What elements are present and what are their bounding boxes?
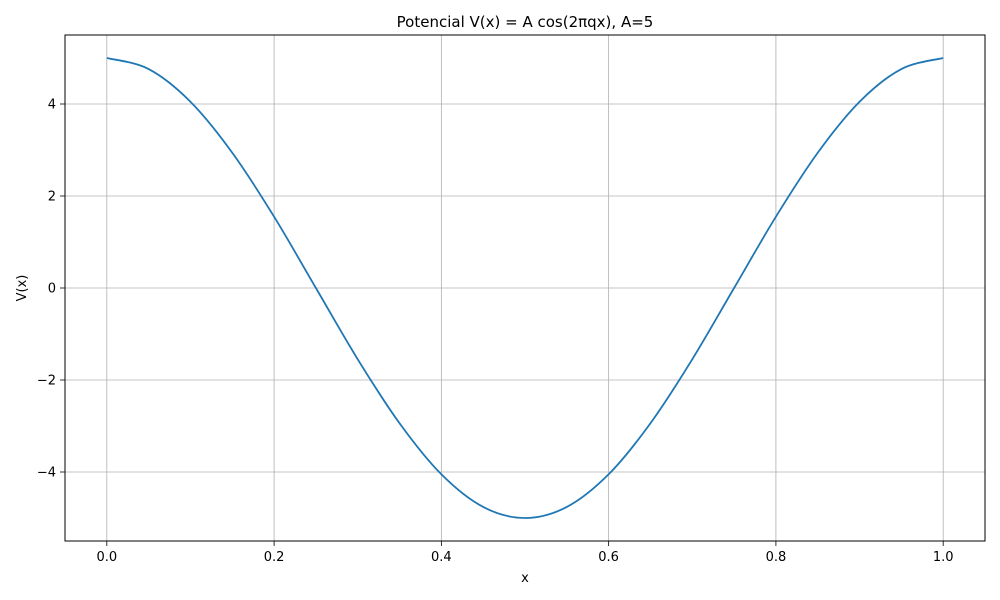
x-tick-label: 0.2 — [264, 550, 285, 565]
y-axis-label: V(x) — [15, 275, 30, 302]
y-tick-label: −2 — [37, 374, 56, 389]
y-tick-label: −4 — [37, 466, 56, 481]
x-axis-label: x — [521, 571, 529, 586]
series-line — [106, 57, 944, 519]
grid-lines — [65, 35, 985, 541]
y-tick-label: 0 — [48, 282, 56, 297]
y-axis-ticks: −4 −2 0 2 4 — [37, 98, 65, 481]
x-tick-label: 0.4 — [431, 550, 452, 565]
chart-title: Potencial V(x) = A cos(2πqx), A=5 — [397, 13, 654, 31]
x-axis-ticks: 0.0 0.2 0.4 0.6 0.8 1.0 — [96, 541, 954, 565]
y-tick-label: 2 — [48, 190, 56, 205]
x-tick-label: 1.0 — [933, 550, 954, 565]
series-layer — [106, 57, 944, 519]
x-tick-label: 0.6 — [598, 550, 619, 565]
x-tick-label: 0.0 — [96, 550, 117, 565]
x-tick-label: 0.8 — [766, 550, 787, 565]
y-tick-label: 4 — [48, 98, 56, 113]
